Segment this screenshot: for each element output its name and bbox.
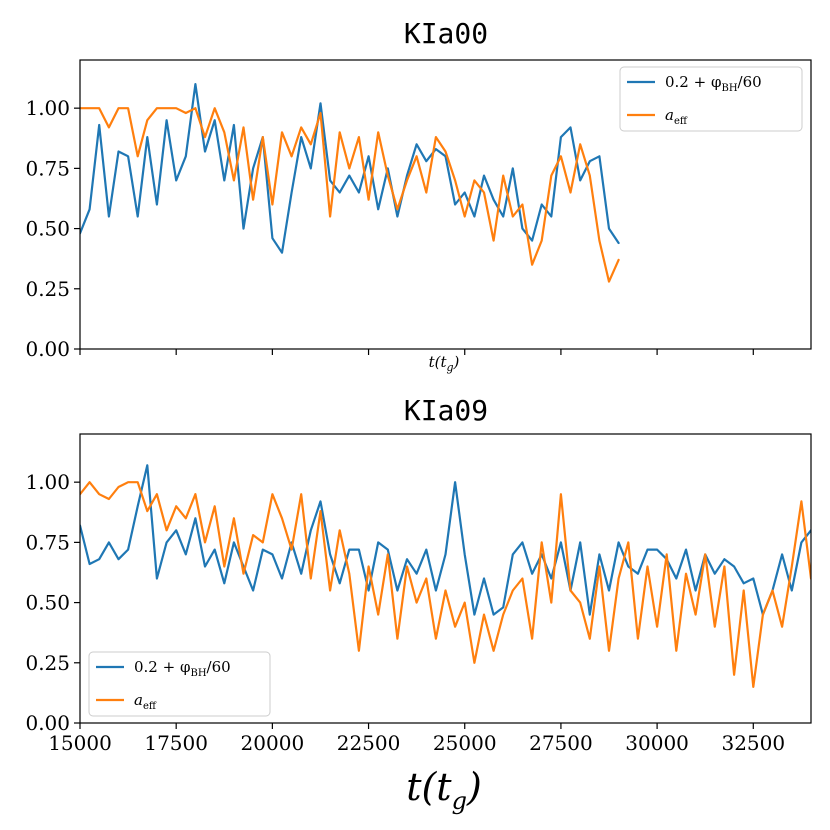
- y-tick-label: 0.50: [25, 591, 70, 615]
- plot-area-frame: [79, 59, 812, 350]
- x-ticks-group: 15000 17500 20000 22500 25000 27500 30000 32500: [48, 723, 785, 755]
- chart-title: KIa00: [404, 17, 488, 50]
- y-tick-label: 0.00: [25, 337, 70, 361]
- y-tick-label: 0.25: [25, 277, 70, 301]
- legend: 0.2 + φBH/60 aeff: [88, 651, 271, 717]
- panel-kia09: KIa09 0.00 0.25 0.50 0.75 1.00 15000 17500 200…: [25, 394, 812, 815]
- y-tick-label: 1.00: [25, 96, 70, 120]
- panel-kia00: KIa00 0.00 0.25 0.50 0.75 1.00 t(tg) 0.2 + φ…: [25, 17, 812, 374]
- x-tick-label: 22500: [337, 731, 401, 755]
- y-tick-label: 0.00: [25, 711, 70, 735]
- legend-label-phi: 0.2 + φBH/60: [134, 658, 231, 679]
- series-group: [80, 464, 811, 689]
- x-ticks-group: [79, 349, 754, 355]
- legend-label-phi: 0.2 + φBH/60: [665, 73, 762, 94]
- legend-box: [88, 651, 271, 717]
- x-tick-label: 30000: [625, 731, 689, 755]
- x-axis-label: t(tg): [406, 765, 482, 815]
- x-axis-label: t(tg): [429, 353, 460, 374]
- legend: 0.2 + φBH/60 aeff: [619, 66, 803, 132]
- x-tick-label: 20000: [241, 731, 305, 755]
- x-tick-label: 15000: [48, 731, 112, 755]
- y-tick-label: 0.50: [25, 217, 70, 241]
- series-group: [80, 82, 620, 283]
- x-tick-label: 32500: [721, 731, 785, 755]
- x-tick-label: 17500: [144, 731, 208, 755]
- y-tick-label: 1.00: [25, 470, 70, 494]
- y-ticks-group: 0.00 0.25 0.50 0.75 1.00: [25, 470, 80, 735]
- x-tick-label: 25000: [433, 731, 497, 755]
- series-line-phi: [80, 464, 811, 616]
- plot-area-frame: [79, 433, 812, 724]
- series-line-aeff: [80, 481, 811, 689]
- y-tick-label: 0.75: [25, 156, 70, 180]
- x-tick-label: 27500: [529, 731, 593, 755]
- series-line-aeff: [80, 107, 620, 283]
- series-line-phi: [80, 82, 620, 254]
- legend-box: [619, 66, 803, 132]
- chart-title: KIa09: [404, 394, 488, 427]
- y-ticks-group: 0.00 0.25 0.50 0.75 1.00: [25, 96, 80, 361]
- y-tick-label: 0.25: [25, 651, 70, 675]
- y-tick-label: 0.75: [25, 530, 70, 554]
